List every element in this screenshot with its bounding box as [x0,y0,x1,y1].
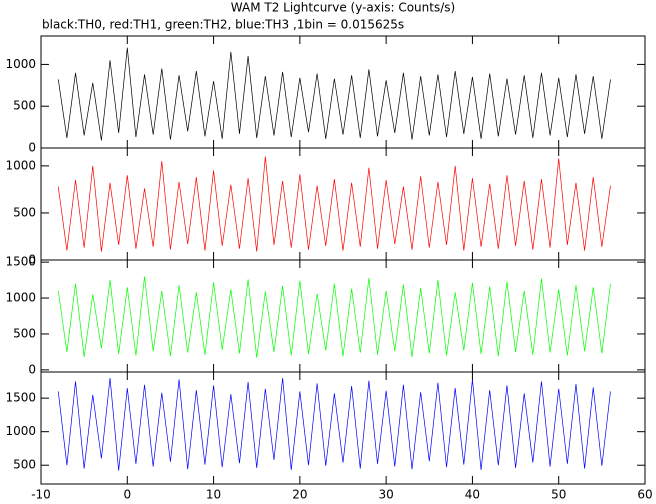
series-line [57,156,611,252]
y-tick-label: 1000 [5,158,36,172]
x-tick-label: 50 [551,488,566,502]
y-tick-label: 500 [13,458,36,472]
x-tick-label: 20 [292,488,307,502]
y-tick-label: 1000 [5,424,36,438]
panel-frame [40,371,646,485]
series-line [57,276,611,358]
chart-subtitle: black:TH0, red:TH1, green:TH2, blue:TH3 … [42,18,404,32]
y-tick-label: 1500 [5,391,36,405]
chart-title: WAM T2 Lightcurve (y-axis: Counts/s) [231,1,455,15]
y-tick-label: 500 [13,326,36,340]
y-tick-label: 1500 [5,255,36,269]
y-tick-label: 500 [13,205,36,219]
x-tick-label: -10 [31,488,51,502]
y-tick-label: 1000 [5,57,36,71]
x-tick-label: 30 [379,488,394,502]
x-tick-label: 0 [123,488,131,502]
series-line [57,378,611,471]
y-tick-label: 0 [28,253,36,267]
x-tick-label: 60 [637,488,652,502]
x-tick-label: 40 [465,488,480,502]
series-line [57,47,611,141]
y-tick-label: 500 [13,99,36,113]
y-tick-label: 1000 [5,291,36,305]
y-tick-label: 0 [28,141,36,155]
y-tick-label: 0 [28,362,36,376]
x-tick-label: 10 [206,488,221,502]
